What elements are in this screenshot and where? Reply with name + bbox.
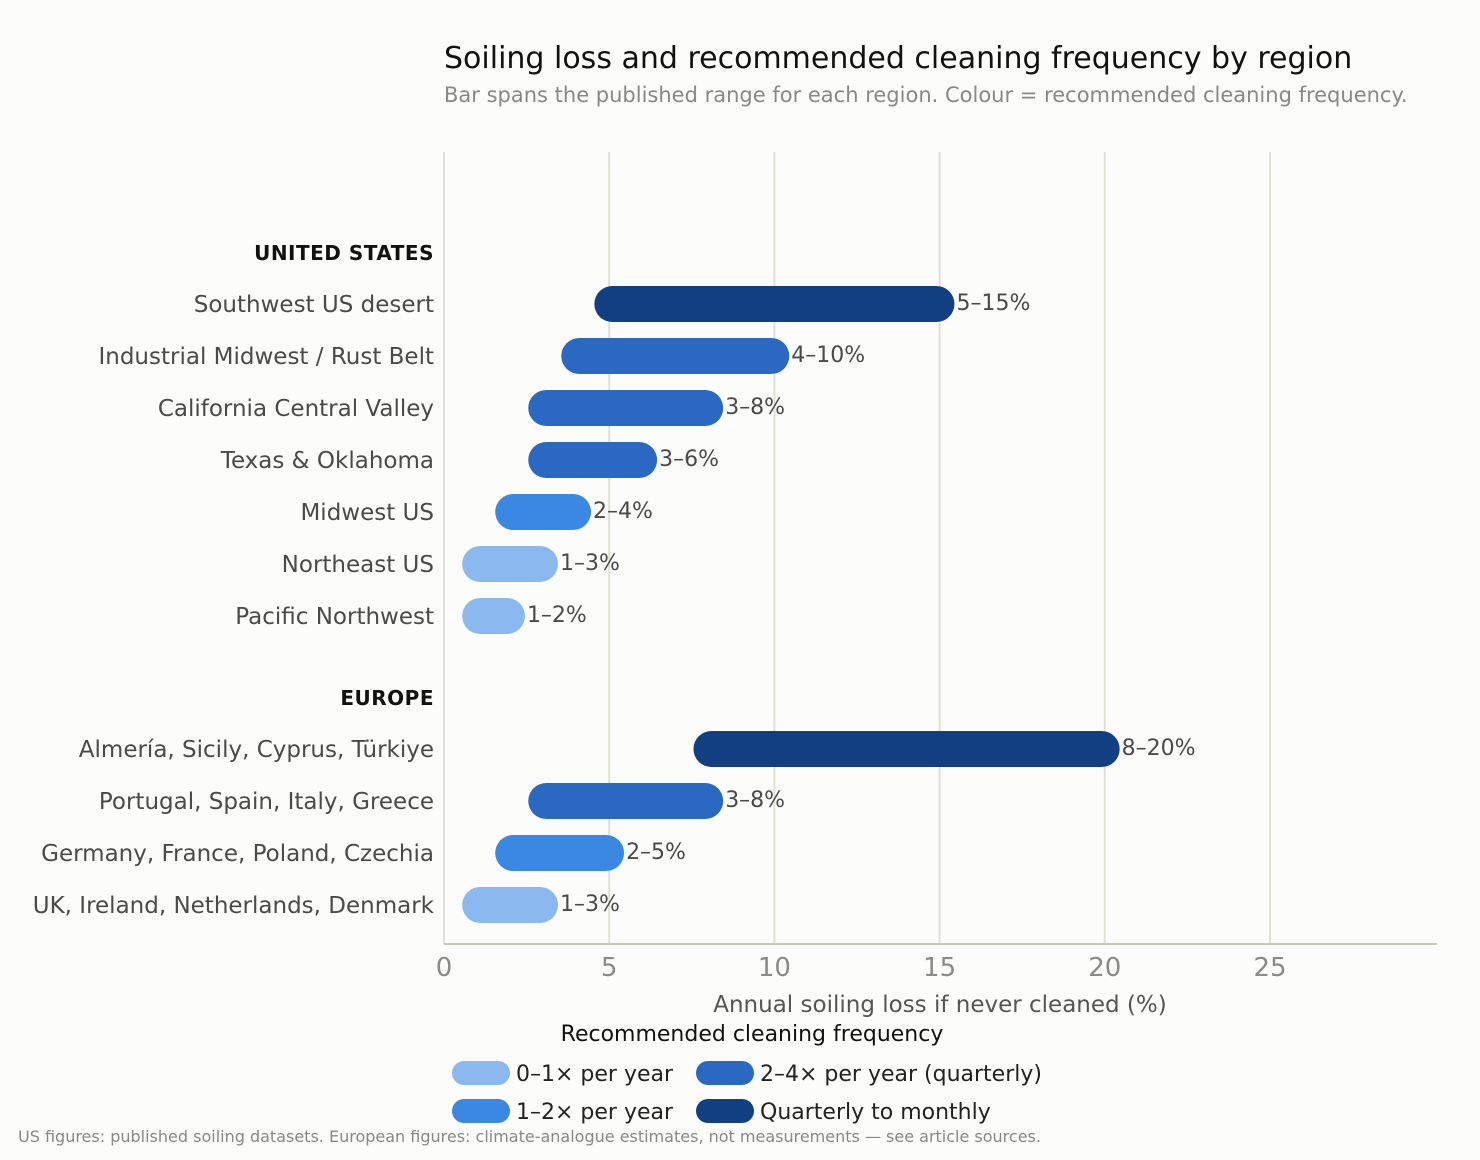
range-value-label: 1–2% <box>527 603 587 628</box>
range-value-label: 5–15% <box>956 291 1030 316</box>
category-label: Germany, France, Poland, Czechia <box>41 841 434 867</box>
category-label: Midwest US <box>300 500 434 526</box>
range-bar <box>462 887 558 923</box>
chart-subtitle: Bar spans the published range for each r… <box>444 83 1408 107</box>
x-tick-label: 10 <box>758 953 791 983</box>
range-value-label: 2–4% <box>593 499 653 524</box>
category-label: Portugal, Spain, Italy, Greece <box>99 789 434 815</box>
legend-entry-label: 1–2× per year <box>516 1100 674 1125</box>
legend-swatch <box>696 1061 754 1085</box>
range-bar <box>693 731 1120 767</box>
x-tick-label: 15 <box>923 953 956 983</box>
legend: 0–1× per year 1–2× per year 2–4× per year … <box>452 1061 1042 1125</box>
x-axis-label: Annual soiling loss if never cleaned (%) <box>713 992 1167 1018</box>
legend-entry-label: Quarterly to monthly <box>760 1100 991 1125</box>
range-bar <box>561 338 790 374</box>
category-label: Pacific Northwest <box>235 604 434 630</box>
range-bar <box>528 390 724 426</box>
range-value-label: 3–8% <box>725 788 785 813</box>
category-label: Southwest US desert <box>194 292 434 318</box>
range-bar <box>462 546 558 582</box>
category-label: Industrial Midwest / Rust Belt <box>98 344 434 370</box>
group-heading: UNITED STATES <box>254 241 434 265</box>
legend-entry-label: 0–1× per year <box>516 1062 674 1087</box>
gridlines <box>443 152 1271 944</box>
category-label: Northeast US <box>282 552 434 578</box>
range-value-label: 1–3% <box>560 892 620 917</box>
category-label: Texas & Oklahoma <box>220 448 434 474</box>
range-value-label: 4–10% <box>791 343 865 368</box>
range-value-label: 3–6% <box>659 447 719 472</box>
x-tick-label: 0 <box>436 953 453 983</box>
legend-swatch <box>452 1061 510 1085</box>
chart-title: Soiling loss and recommended cleaning fr… <box>444 41 1352 76</box>
range-bar <box>528 783 724 819</box>
legend-swatch <box>452 1099 510 1123</box>
x-tick-label: 5 <box>601 953 618 983</box>
x-tick-label: 25 <box>1253 953 1286 983</box>
category-label: Almería, Sicily, Cyprus, Türkiye <box>79 737 434 763</box>
range-bar <box>462 598 525 634</box>
legend-entry-label: 2–4× per year (quarterly) <box>760 1062 1042 1087</box>
x-tick-labels: 0 5 10 15 20 25 <box>436 953 1287 983</box>
category-label: California Central Valley <box>158 396 434 422</box>
group-heading: EUROPE <box>340 686 434 710</box>
range-bar <box>528 442 658 478</box>
range-bar <box>495 494 592 530</box>
range-value-label: 2–5% <box>626 840 686 865</box>
bars-layer: UNITED STATES Southwest US desert 5–15% Ind… <box>33 241 1196 923</box>
range-value-label: 1–3% <box>560 551 620 576</box>
legend-swatch <box>696 1099 754 1123</box>
legend-title: Recommended cleaning frequency <box>561 1022 944 1047</box>
range-bar <box>594 286 955 322</box>
footnote: US figures: published soiling datasets. … <box>18 1127 1041 1146</box>
category-label: UK, Ireland, Netherlands, Denmark <box>33 893 435 919</box>
x-tick-label: 20 <box>1088 953 1121 983</box>
range-value-label: 3–8% <box>725 395 785 420</box>
range-value-label: 8–20% <box>1122 736 1196 761</box>
range-bar <box>495 835 625 871</box>
